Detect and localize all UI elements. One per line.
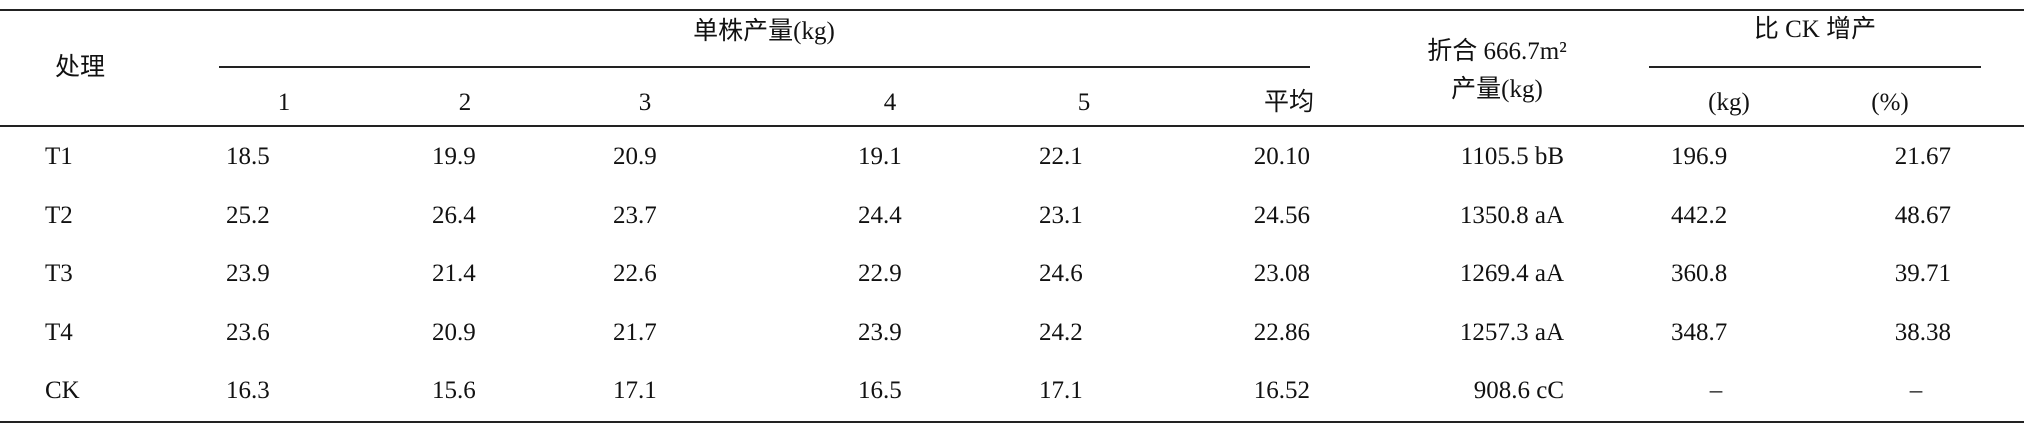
table-cell: 24.6 [1039,260,1083,287]
table-cell: 24.56 [1253,202,1310,229]
table-cell: 16.3 [226,377,270,404]
header-cell: 处理 [54,54,106,81]
table-cell: 26.4 [432,202,476,229]
table-cell: 23.7 [613,202,657,229]
header-cell: 平均 [1263,89,1314,116]
table-cell: 1257.3 aA [1459,319,1564,346]
table-cell: T1 [45,143,73,170]
table-cell: 19.1 [858,143,902,170]
table-cell: T2 [45,202,73,229]
table-cell: T3 [45,260,73,287]
table-cell: 1105.5 bB [1460,143,1564,170]
table-cell: 23.6 [226,319,270,346]
table-cell: 196.9 [1671,143,1728,170]
table-cell: 18.5 [226,143,270,170]
header-cell: 5 [1077,89,1091,116]
header-cell: 比 CK 增产 [1753,16,1877,43]
table-cell: 22.86 [1253,319,1310,346]
table-cell: 17.1 [1039,377,1083,404]
table-cell: 22.9 [858,260,902,287]
table-cell: T4 [45,319,73,346]
table-cell: 38.38 [1894,319,1951,346]
header-rule [0,125,2024,127]
header-cell: (%) [1871,89,1909,116]
table-cell: 24.4 [858,202,902,229]
table-cell: 19.9 [432,143,476,170]
table-cell: 17.1 [613,377,657,404]
table-cell: 1350.8 aA [1459,202,1564,229]
table-cell: 23.08 [1253,260,1310,287]
header-cell: 3 [638,89,652,116]
header-cell: (kg) [1708,89,1750,116]
table-cell: 20.10 [1253,143,1310,170]
table-cell: 20.9 [432,319,476,346]
table-cell: 442.2 [1671,202,1728,229]
group-rule [219,66,1310,68]
table-cell: 16.52 [1253,377,1310,404]
header-cell: 产量(kg) [1451,76,1543,103]
table-cell: 908.6 cC [1473,377,1564,404]
table-cell: 24.2 [1039,319,1083,346]
table-cell: 39.71 [1894,260,1951,287]
table-cell: 21.7 [613,319,657,346]
table-cell: 23.9 [226,260,270,287]
table-cell: 22.1 [1039,143,1083,170]
table-cell: – [1709,377,1723,404]
header-cell: 2 [458,89,472,116]
table-cell: 360.8 [1671,260,1728,287]
group-rule [1649,66,1981,68]
header-cell: 折合 666.7m² [1427,38,1567,65]
table-cell: 48.67 [1894,202,1951,229]
table-cell: 20.9 [613,143,657,170]
table-cell: 1269.4 aA [1459,260,1564,287]
header-cell: 单株产量(kg) [693,18,835,45]
table-cell: 16.5 [858,377,902,404]
table-cell: 21.4 [432,260,476,287]
table-cell: 25.2 [226,202,270,229]
table-cell: 348.7 [1671,319,1728,346]
header-cell: 1 [277,89,291,116]
table-cell: 23.9 [858,319,902,346]
header-cell: 4 [883,89,897,116]
table-cell: 22.6 [613,260,657,287]
table-cell: 21.67 [1894,143,1951,170]
table-cell: – [1909,377,1923,404]
table-cell: 15.6 [432,377,476,404]
top-rule [0,9,2024,11]
bottom-rule [0,421,2024,423]
table-cell: CK [45,377,80,404]
table-cell: 23.1 [1039,202,1083,229]
